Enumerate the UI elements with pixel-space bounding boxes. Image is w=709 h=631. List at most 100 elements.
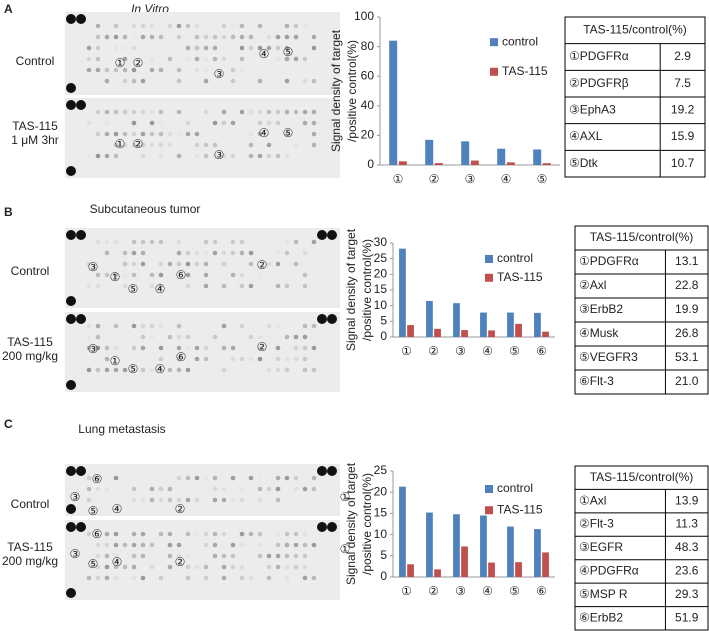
blot-dot	[158, 531, 164, 537]
blot-dot	[302, 109, 308, 115]
blot-dot	[158, 34, 164, 40]
x-tick-label: ⑥	[536, 344, 547, 358]
blot-dot	[302, 67, 308, 73]
blot-dot	[185, 45, 191, 51]
blot-dot	[86, 564, 92, 570]
blot-dot	[86, 367, 92, 373]
reference-spot	[66, 504, 76, 514]
legend-swatch	[485, 485, 493, 494]
blot-dot	[104, 109, 110, 115]
blot-dot	[203, 283, 209, 289]
bar	[426, 512, 433, 577]
bar	[434, 328, 441, 337]
blot-dot	[302, 23, 308, 29]
blot-dot	[113, 78, 119, 84]
blot-dot	[86, 153, 92, 159]
blot-dot	[284, 367, 290, 373]
blot-dot	[95, 261, 101, 267]
blot-dot	[302, 367, 308, 373]
legend-label: control	[497, 251, 533, 265]
blot-dot	[257, 553, 263, 559]
blot-dot	[203, 272, 209, 278]
blot-dot	[176, 542, 182, 548]
blot-dot	[212, 334, 218, 340]
blot-label-line: Control	[16, 54, 55, 68]
blot-dot	[248, 109, 254, 115]
blot-dot	[185, 367, 191, 373]
blot-dot	[167, 261, 173, 267]
y-tick-label: 0	[367, 157, 374, 171]
blot-dot	[266, 323, 272, 329]
blot-dot	[140, 553, 146, 559]
blot-dot	[221, 109, 227, 115]
blot-dot	[275, 564, 281, 570]
bar	[533, 149, 542, 165]
table-cell: ④PDGFRα	[579, 564, 639, 578]
blot-marker: ②	[175, 555, 186, 569]
bar	[461, 330, 468, 337]
blot-dot	[194, 475, 200, 481]
blot-dot	[212, 553, 218, 559]
table-cell: 48.3	[675, 540, 699, 554]
blot-dot	[131, 34, 137, 40]
blot-marker: ②	[257, 258, 268, 272]
blot-dot	[239, 486, 245, 492]
blot-dot	[113, 553, 119, 559]
blot-dot	[131, 334, 137, 340]
blot-dot	[113, 153, 119, 159]
blot-dot	[95, 323, 101, 329]
blot-dot	[104, 131, 110, 137]
reference-spot	[66, 296, 76, 306]
blot-dot	[113, 564, 119, 570]
blot-dot	[113, 475, 119, 481]
blot-dot	[221, 56, 227, 62]
blot-dot	[302, 250, 308, 256]
blot-label: Control	[11, 264, 50, 278]
blot-dot	[131, 542, 137, 548]
blot-dot	[122, 78, 128, 84]
y-tick-label: 25	[374, 463, 388, 477]
blot-dot	[230, 239, 236, 245]
blot-dot	[275, 45, 281, 51]
blot-dot	[176, 34, 182, 40]
reference-spot	[76, 466, 86, 476]
blot-dot	[275, 153, 281, 159]
blot-dot	[113, 34, 119, 40]
blot-dot	[176, 367, 182, 373]
table-cell: 53.1	[675, 350, 699, 364]
y-tick-label: 25	[374, 251, 388, 265]
table-cell: ③EGFR	[579, 540, 623, 554]
blot-dot	[284, 239, 290, 245]
blot-dot	[239, 23, 245, 29]
bar	[542, 331, 549, 337]
blot-dot	[311, 367, 317, 373]
legend-label: TAS-115	[497, 270, 543, 284]
blot-dot	[230, 553, 236, 559]
blot-dot	[311, 56, 317, 62]
blot-dot	[149, 497, 155, 503]
blot-dot	[311, 78, 317, 84]
blot-dot	[293, 23, 299, 29]
blot-dot	[86, 497, 92, 503]
x-tick-label: ⑤	[509, 584, 520, 598]
blot-dot	[221, 323, 227, 329]
blot-dot	[212, 45, 218, 51]
y-axis-title-line: Signal density of target	[329, 29, 343, 152]
blot-dot	[113, 23, 119, 29]
bar	[426, 300, 433, 337]
blot-dot	[158, 142, 164, 148]
blot-dot	[284, 564, 290, 570]
blot-dot	[113, 239, 119, 245]
blot-dot	[104, 553, 110, 559]
blot-marker: ⑥	[92, 527, 103, 541]
blot-dot	[266, 56, 272, 62]
blot-dot	[176, 261, 182, 267]
blot-dot	[194, 531, 200, 537]
bar	[407, 564, 414, 577]
x-tick-label: ①	[401, 584, 412, 598]
blot-dot	[176, 553, 182, 559]
blot-dot	[230, 475, 236, 481]
blot-dot	[131, 531, 137, 537]
table-cell: 2.9	[674, 49, 691, 63]
reference-spot	[76, 314, 86, 324]
